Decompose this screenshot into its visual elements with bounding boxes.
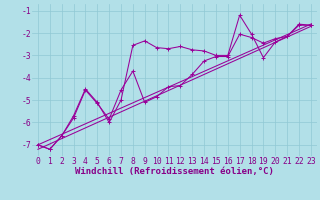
X-axis label: Windchill (Refroidissement éolien,°C): Windchill (Refroidissement éolien,°C) <box>75 167 274 176</box>
